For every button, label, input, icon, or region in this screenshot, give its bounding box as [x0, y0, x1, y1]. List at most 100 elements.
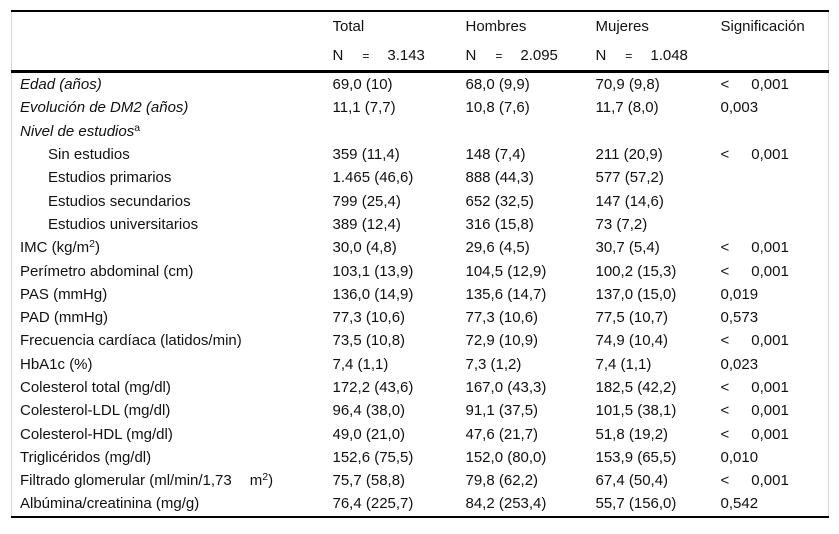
header-row-titles: Total Hombres Mujeres Significación [12, 11, 829, 41]
column-header-significacion: Significación [720, 18, 805, 35]
significance-value: 0,001 [751, 472, 789, 490]
hombres-value-cell: 68,0 (9,9) [465, 76, 530, 94]
label-text: Evolución de DM2 (años) [20, 99, 189, 117]
label-text: ) [95, 239, 101, 257]
label-text: Colesterol-LDL (mg/dl) [20, 402, 171, 420]
table-row-nivel-de-estudios: Nivel de estudiosa [12, 120, 829, 143]
n-hombres-value: 2.095 [520, 47, 558, 64]
total-value-cell: 11,1 (7,7) [332, 99, 396, 117]
label-text: PAS (mmHg) [20, 285, 108, 303]
label-text: Filtrado glomerular (ml/min/1,73 [20, 472, 232, 490]
mujeres-value-cell [596, 120, 721, 143]
label-text: ) [268, 472, 274, 490]
table-row-estudios-primarios: Estudios primarios 1.465 (46,6) 888 (44,3)… [12, 166, 829, 189]
significance-cell: 0,542 [721, 492, 829, 516]
mujeres-value-cell: 7,4 (1,1) [595, 355, 652, 373]
significance-cell: <0,001 [721, 259, 829, 282]
less-than-sign: < [720, 76, 730, 94]
significance-value: 0,001 [751, 239, 789, 257]
label-text: Nivel de estudios [20, 122, 135, 140]
significance-cell [721, 166, 829, 189]
less-than-sign: < [720, 332, 730, 350]
mujeres-value-cell: 147 (14,6) [595, 192, 664, 210]
hombres-value-cell: 84,2 (253,4) [465, 495, 547, 513]
label-text: Colesterol total (mg/dl) [20, 379, 171, 396]
hombres-value-cell [466, 120, 596, 143]
hombres-value-cell: 167,0 (43,3) [465, 379, 547, 396]
total-value-cell: 172,2 (43,6) [332, 379, 414, 396]
column-header-mujeres: Mujeres [595, 18, 649, 35]
significance-value: 0,019 [720, 285, 759, 303]
total-value-cell: 359 (11,4) [332, 146, 400, 164]
label-text: Sin estudios [48, 146, 130, 164]
baseline-characteristics-table: Total Hombres Mujeres Significación N = 3.… [11, 10, 829, 518]
significance-cell: <0,001 [721, 329, 829, 352]
column-header-hombres: Hombres [465, 18, 527, 35]
significance-cell: 0,023 [721, 353, 829, 376]
significance-value: 0,001 [751, 332, 789, 350]
equals-sign: = [625, 49, 633, 63]
hombres-value-cell: 135,6 (14,7) [465, 285, 547, 303]
row-label: Estudios universitarios [12, 213, 333, 236]
table-row-sin-estudios: Sin estudios 359 (11,4) 148 (7,4) 211 (20,9… [12, 143, 829, 166]
label-text: Estudios secundarios [48, 192, 191, 210]
table-row-imc: IMC (kg/m2) 30,0 (4,8) 29,6 (4,5) 30,7 (5,4… [12, 236, 829, 259]
n-prefix: N [332, 47, 344, 64]
total-value-cell: 136,0 (14,9) [332, 285, 414, 303]
total-value-cell: 49,0 (21,0) [332, 425, 406, 443]
table-header: Total Hombres Mujeres Significación N = 3.… [11, 11, 829, 73]
label-text: PAD (mmHg) [20, 309, 109, 327]
significance-cell: <0,001 [721, 376, 829, 399]
significance-value: 0,001 [751, 402, 789, 420]
table-row-colesterol-total: Colesterol total (mg/dl) 172,2 (43,6) 167,… [12, 376, 829, 399]
label-text: Perímetro abdominal (cm) [20, 262, 194, 280]
label-text: m [249, 472, 263, 490]
row-label: Colesterol-HDL (mg/dl) [12, 422, 333, 445]
table-body: Edad (años) 69,0 (10) 68,0 (9,9) 70,9 (9,8)… [12, 72, 829, 517]
mujeres-value-cell: 51,8 (19,2) [595, 425, 669, 443]
significance-cell: <0,001 [721, 469, 829, 492]
significance-value: 0,023 [720, 355, 759, 373]
mujeres-value-cell: 101,5 (38,1) [595, 402, 677, 420]
hombres-value-cell: 29,6 (4,5) [465, 239, 530, 257]
hombres-value-cell: 652 (32,5) [465, 192, 534, 210]
total-value-cell: 389 (12,4) [332, 215, 401, 233]
table-row-perimetro-abdominal: Perímetro abdominal (cm) 103,1 (13,9) 104,… [12, 259, 829, 282]
hombres-value-cell: 10,8 (7,6) [465, 99, 530, 117]
total-value-cell: 69,0 (10) [332, 76, 393, 94]
table-row-albumina-creatinina: Albúmina/creatinina (mg/g) 76,4 (225,7) 84… [12, 492, 829, 516]
header-row-n: N = 3.143 N = 2.095 N = 1.048 [11, 41, 829, 73]
significance-cell: <0,001 [721, 143, 829, 166]
total-value-cell: 96,4 (38,0) [332, 402, 406, 420]
mujeres-value-cell: 74,9 (10,4) [595, 332, 669, 350]
table-row-frecuencia-cardiaca: Frecuencia cardíaca (latidos/min) 73,5 (1… [12, 329, 829, 352]
hombres-value-cell: 79,8 (62,2) [465, 472, 539, 490]
table-row-colesterol-ldl: Colesterol-LDL (mg/dl) 96,4 (38,0) 91,1 (3… [12, 399, 829, 422]
table-row-estudios-universitarios: Estudios universitarios 389 (12,4) 316 (15… [12, 213, 829, 236]
table-row-evolucion-dm2: Evolución de DM2 (años) 11,1 (7,7) 10,8 (7… [12, 96, 829, 119]
row-label: Sin estudios [12, 143, 333, 166]
significance-cell: <0,001 [721, 399, 829, 422]
significance-cell: <0,001 [721, 72, 829, 97]
table-row-hba1c: HbA1c (%) 7,4 (1,1) 7,3 (1,2) 7,4 (1,1) 0,02… [12, 353, 829, 376]
row-label: Evolución de DM2 (años) [12, 96, 333, 119]
significance-value: 0,001 [751, 379, 789, 396]
n-mujeres-cell: N = 1.048 [595, 41, 721, 73]
significance-value: 0,003 [720, 99, 759, 117]
significance-cell [721, 120, 829, 143]
row-label: Estudios secundarios [12, 189, 333, 212]
total-value-cell: 30,0 (4,8) [332, 239, 397, 257]
table-row-filtrado-glomerular: Filtrado glomerular (ml/min/1,73 m2) 75,7 … [12, 469, 829, 492]
superscript-marker: 2 [262, 471, 269, 484]
significance-value: 0,010 [720, 448, 759, 466]
significance-cell [721, 213, 829, 236]
n-hombres-cell: N = 2.095 [465, 41, 596, 73]
significance-cell: <0,001 [721, 236, 829, 259]
significance-value: 0,001 [751, 262, 789, 280]
mujeres-value-cell: 55,7 (156,0) [595, 495, 677, 513]
header-empty-cell [11, 41, 333, 73]
row-label: HbA1c (%) [12, 353, 333, 376]
row-label: Perímetro abdominal (cm) [12, 259, 333, 282]
row-label: Estudios primarios [12, 166, 333, 189]
hombres-value-cell: 316 (15,8) [465, 215, 534, 233]
